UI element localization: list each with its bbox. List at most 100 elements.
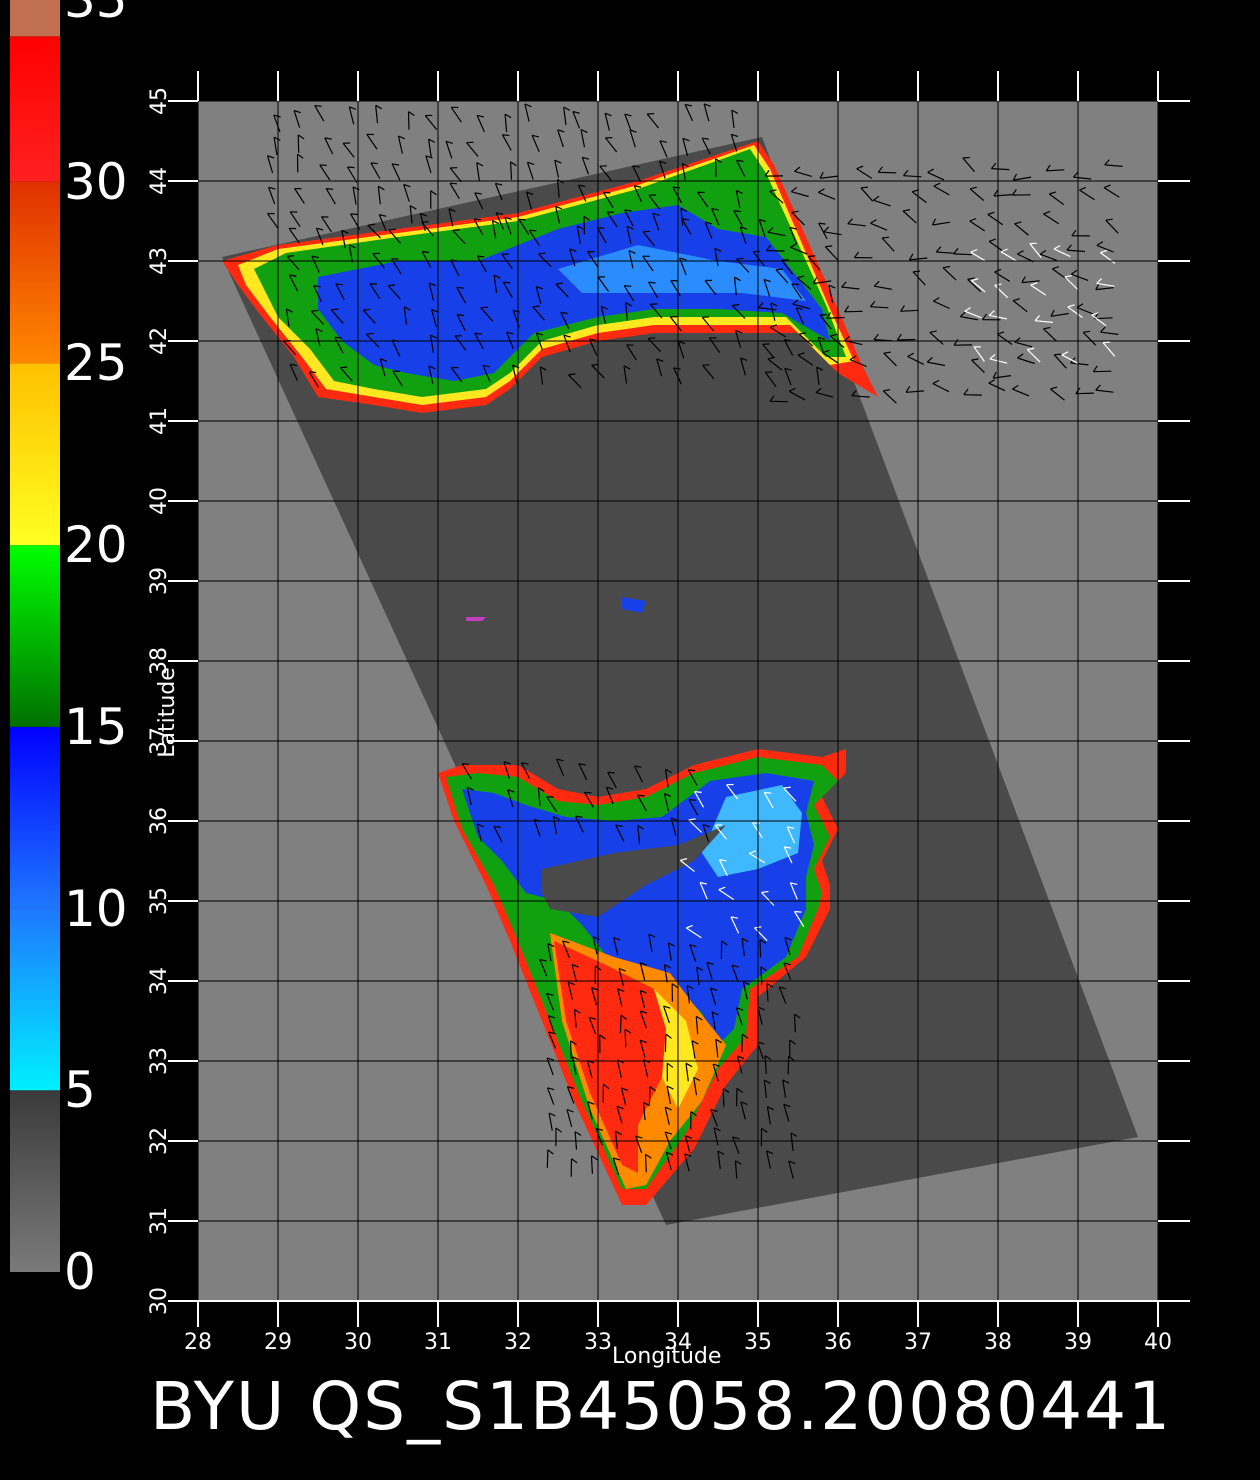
wind-vector [315,328,321,347]
wind-vector [554,160,560,178]
wind-vector [476,162,480,181]
wind-vector [763,792,774,809]
wind-vector [473,218,484,235]
wind-vector-barb [492,220,500,225]
wind-vector-barb [664,1131,673,1135]
wind-vector [1034,320,1053,323]
wind-vector-barb [678,340,686,345]
wind-vector [819,175,838,179]
wind-vector [749,852,766,864]
wind-vector-barb [740,226,748,230]
wind-vector-barb [419,212,428,217]
wind-vector-barb [819,171,824,179]
x-tick-label: 28 [184,1330,212,1355]
wind-vector-barb [428,365,436,370]
wind-vector [546,1087,555,1105]
wind-vector-barb [1096,278,1103,284]
wind-vector [766,983,769,1002]
wind-vector [552,816,558,835]
y-tick-label: 41 [147,407,172,435]
colorbar-band [10,1090,60,1272]
wind-vector [1067,306,1083,318]
wind-vector-barb [1095,283,1100,290]
wind-vector [629,129,636,148]
wind-vector [933,300,950,310]
wind-vector [994,284,1009,299]
x-tick-label: 33 [584,1330,612,1355]
wind-vector [633,185,643,203]
wind-vector [568,374,582,389]
wind-vector [766,1150,771,1169]
wind-vector-barb [643,1101,650,1107]
wind-vector [566,1109,573,1128]
colorbar-band [10,0,60,37]
wind-vector-barb [309,371,317,374]
wind-vector-barb [1017,250,1024,255]
wind-vector [713,1127,719,1146]
wind-vector-barb [1052,266,1060,270]
wind-vector-barb [553,815,560,821]
wind-vector-barb [703,103,711,107]
wind-vector [507,789,514,808]
wind-vector-barb [764,1079,771,1085]
wind-vector [539,959,548,977]
wind-vector-barb [860,186,868,189]
wind-vector-barb [710,1109,718,1112]
mediterranean-red [554,941,670,1173]
wind-vector-barb [818,336,826,340]
wind-vector-barb [403,306,411,311]
wind-vector [791,211,805,226]
wind-vector-barb [1100,326,1106,333]
wind-vector [734,1160,738,1179]
wind-vector [971,359,985,374]
wind-vector [735,1007,743,1026]
wind-vector [567,981,573,1000]
wind-vector [684,1153,690,1172]
wind-vector-barb [567,981,575,986]
wind-vector-barb [331,308,339,311]
wind-vector [624,209,634,227]
wind-vector-barb [1012,173,1018,181]
wind-vector [828,285,834,303]
wind-vector-barb [1104,159,1110,166]
wind-vector [663,793,670,812]
wind-vector [704,280,717,296]
y-tick-label: 38 [147,647,172,675]
wind-vector [642,255,654,272]
wind-vector-barb [495,182,503,186]
wind-vector-barb [908,253,914,261]
wind-vector [715,158,717,177]
wind-vector [726,784,738,800]
wind-vector-barb [1017,353,1024,359]
wind-vector [421,251,432,268]
wind-vector-barb [473,218,482,221]
wind-vector [613,937,619,956]
wind-vector-barb [1043,326,1051,330]
wind-vector-barb [431,309,439,313]
colorbar-tick-label: 25 [64,334,128,393]
wind-vector-barb [592,936,600,941]
wind-vector [783,339,794,356]
wind-vector [684,1135,691,1154]
wind-vector-barb [617,988,625,993]
wind-vector [311,255,320,273]
wind-vector-barb [326,188,334,190]
wind-vector [454,335,467,351]
wind-vector [341,230,346,249]
wind-vector-barb [869,300,876,308]
wind-vector [635,1135,643,1154]
wind-vector-barb [953,339,959,346]
wind-vector [493,274,498,293]
wind-vector [717,1151,721,1169]
wind-vector [994,271,1011,282]
wind-vector-barb [378,185,385,191]
wind-vector [623,365,628,384]
x-axis-label: Longitude [612,1344,722,1369]
wind-vector-barb [535,285,543,290]
wind-vector-barb [422,250,430,254]
wind-vector-barb [504,113,512,119]
wind-vectors [266,103,1123,1179]
wind-vector [352,186,357,205]
wind-vector-barb [580,129,588,134]
wind-vector-barb [718,886,726,891]
